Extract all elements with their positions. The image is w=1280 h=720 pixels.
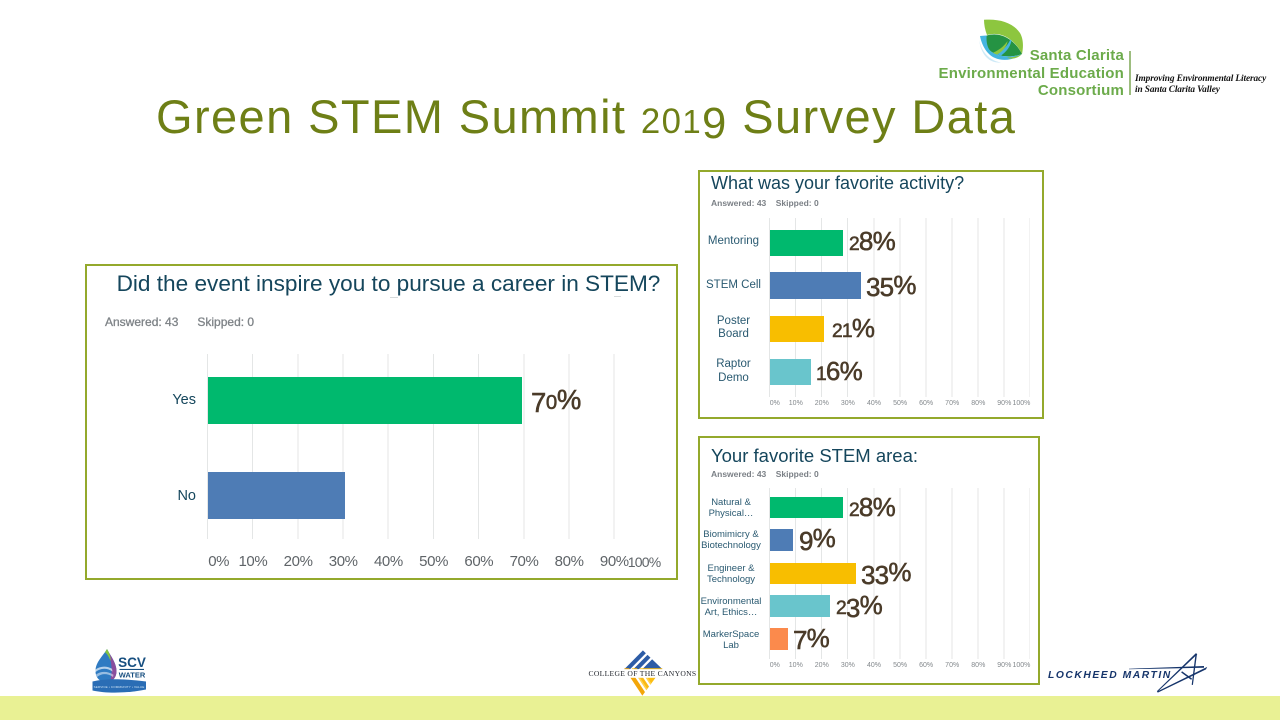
svg-text:WATER: WATER — [119, 671, 146, 680]
svg-text:SCV: SCV — [118, 655, 146, 670]
svg-text:COLLEGE OF THE CANYONS: COLLEGE OF THE CANYONS — [589, 669, 697, 678]
svg-text:SERVICE • COMMUNITY • VALUE: SERVICE • COMMUNITY • VALUE — [94, 685, 145, 689]
